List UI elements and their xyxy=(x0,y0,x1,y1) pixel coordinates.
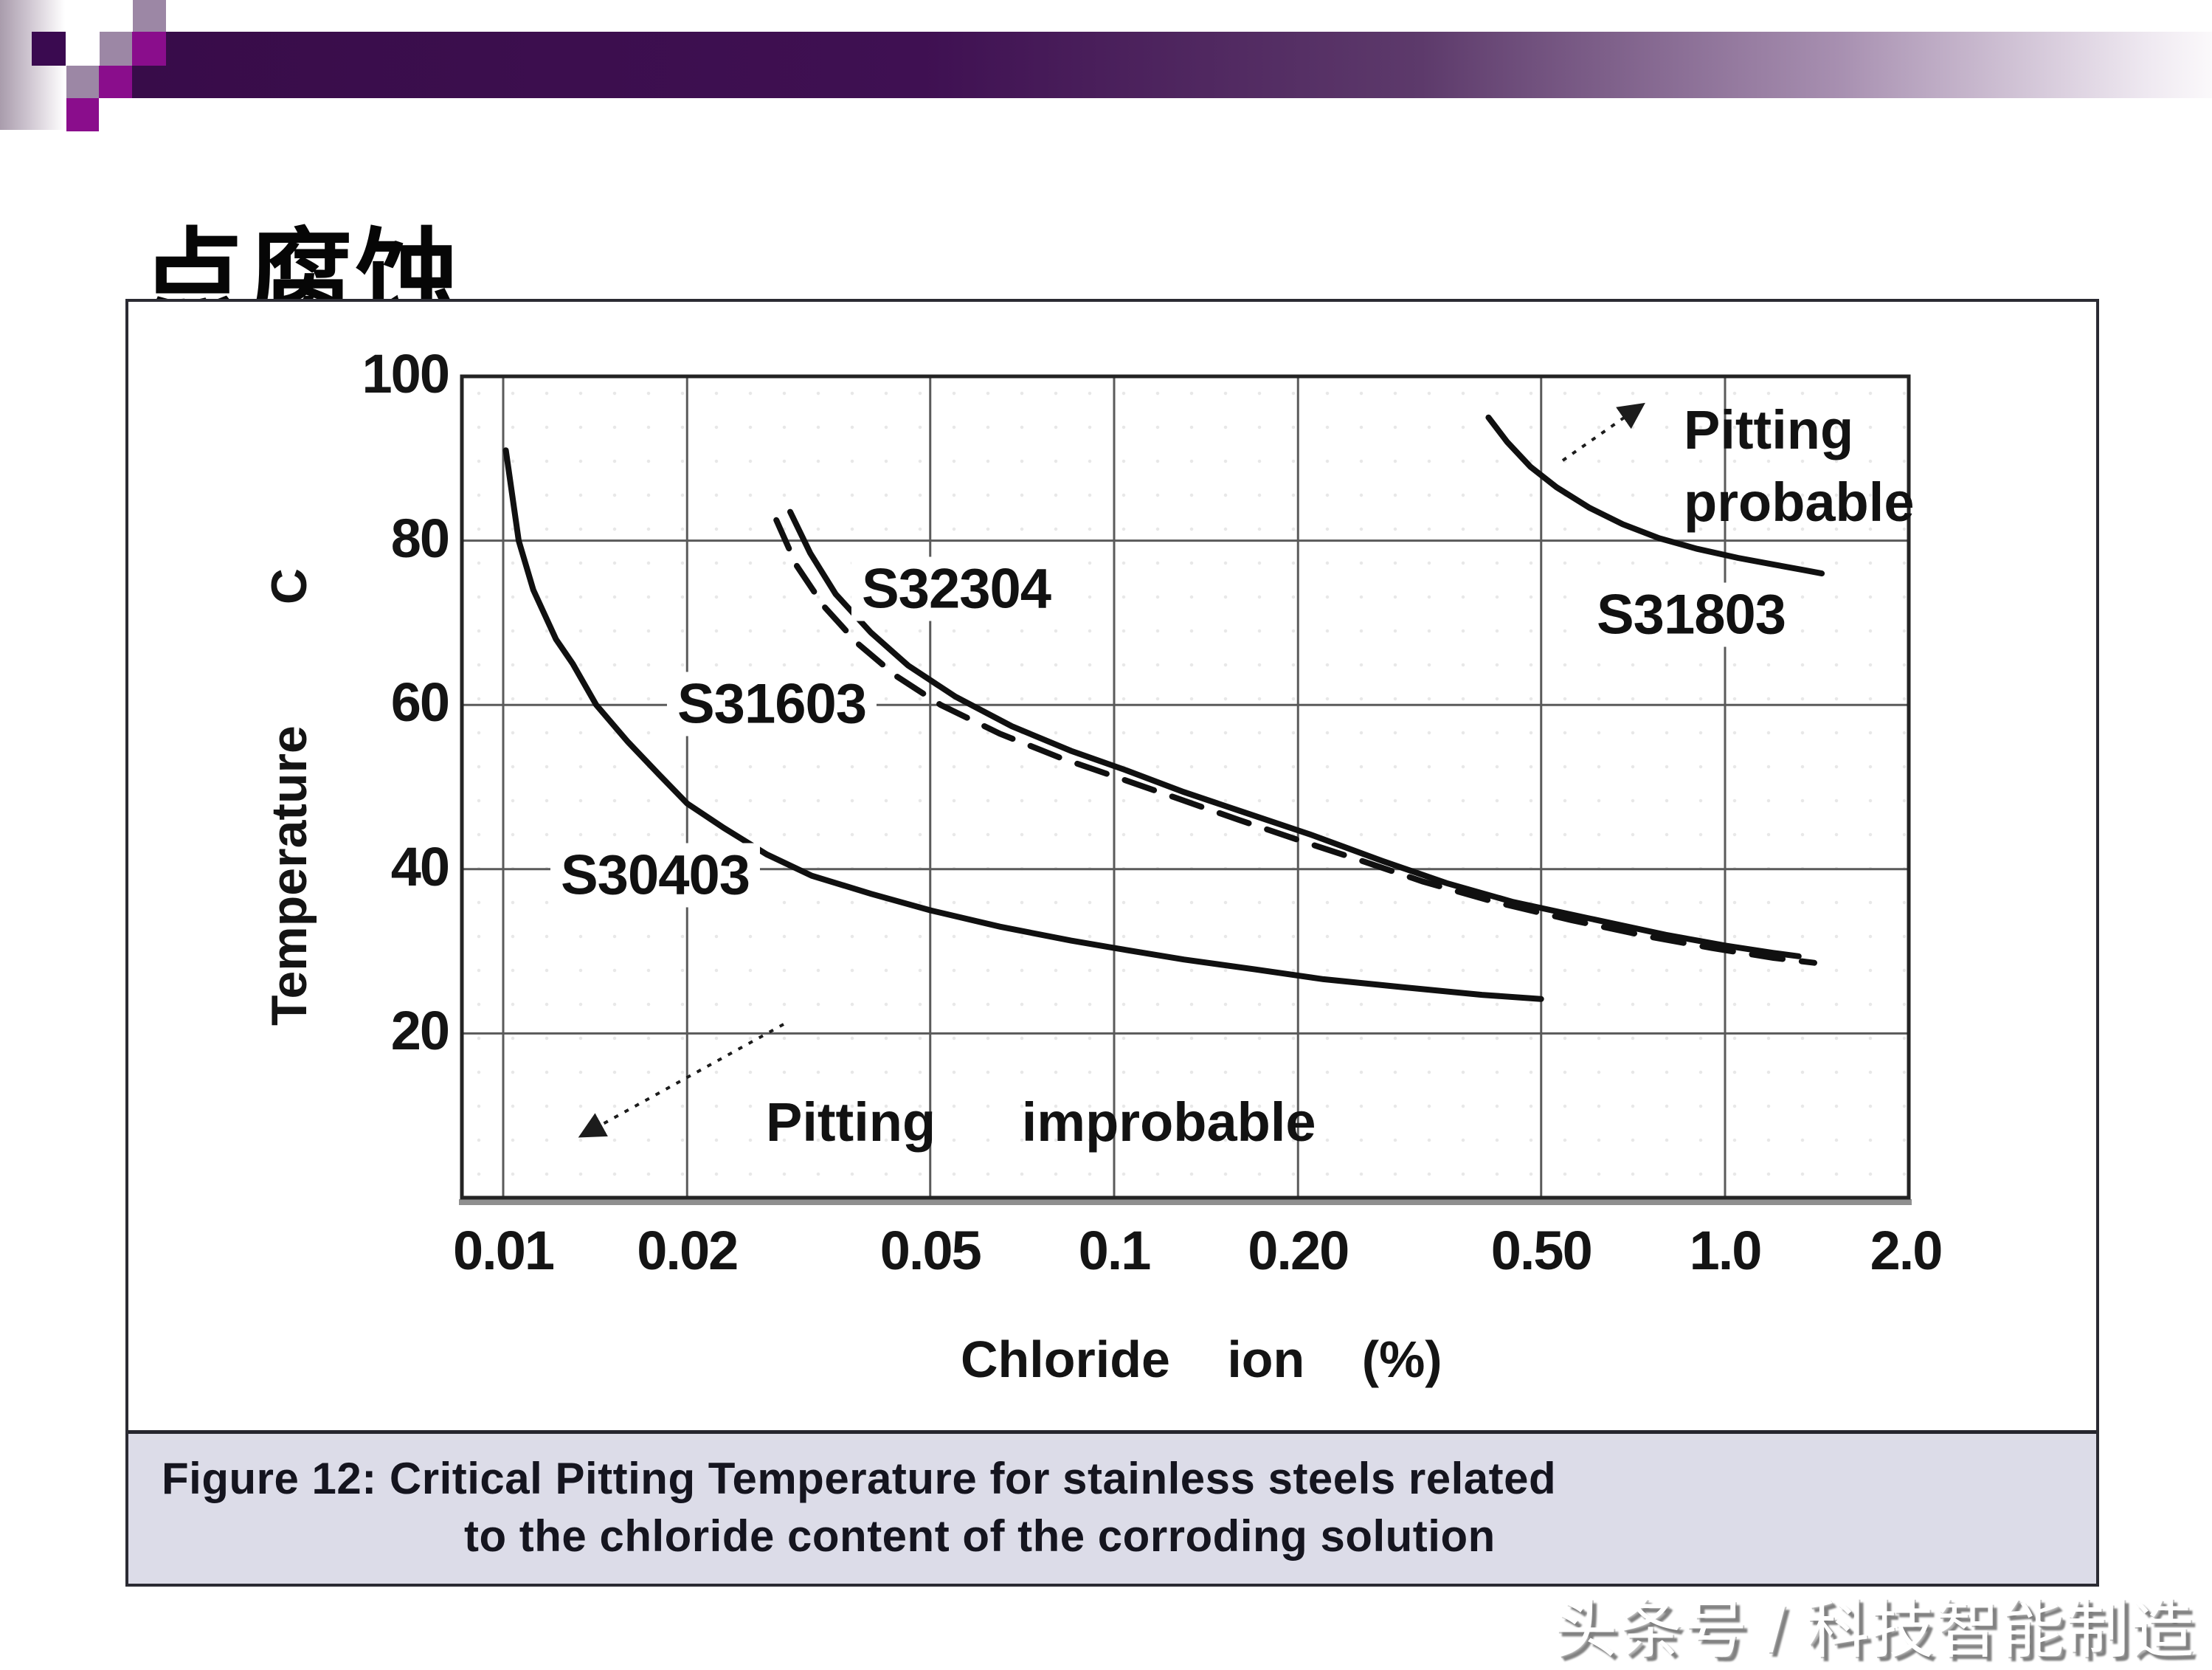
watermark: 头条号 / 科技智能制造 xyxy=(1554,1595,2196,1666)
curve-S31803 xyxy=(1485,414,1825,577)
pitting-probable-label: Pitting probable xyxy=(1684,394,1914,539)
series-label-S30403: S30403 xyxy=(550,843,761,908)
deco-square-magenta-1 xyxy=(132,32,166,66)
y-axis-title-unit: C xyxy=(261,568,317,605)
curve-S30403 xyxy=(502,447,1544,1002)
pitting-improbable-label: Pitting improbable xyxy=(766,1091,1316,1153)
grid-lines xyxy=(462,376,1909,1198)
plot-frame xyxy=(460,374,1911,1200)
series-label-S31803: S31803 xyxy=(1586,582,1797,647)
plot-border xyxy=(459,374,1912,1205)
figure-caption-line1: Figure 12: Critical Pitting Temperature … xyxy=(162,1454,1557,1503)
arrow-pitting-probable xyxy=(1561,402,1645,462)
ytick-100: 100 xyxy=(362,343,450,404)
plot-scan-texture xyxy=(462,376,1909,1198)
figure-caption-strip: Figure 12: Critical Pitting Temperature … xyxy=(128,1430,2096,1584)
y-axis-title-word: Temperature xyxy=(261,725,317,1026)
ytick-20: 20 xyxy=(390,1000,450,1062)
y-axis-title: Temperature C xyxy=(260,568,319,1026)
annotation-arrows xyxy=(578,402,1645,1138)
arrow-pitting-improbable xyxy=(578,1023,784,1138)
data-curves xyxy=(502,414,1825,1002)
curve-S32304 xyxy=(787,508,1802,959)
x-axis-title: Chloride ion (%) xyxy=(961,1331,1442,1388)
deco-square-magenta-3 xyxy=(66,98,99,131)
xtick-0.05: 0.05 xyxy=(879,1220,982,1281)
ytick-60: 60 xyxy=(390,672,450,734)
deco-square-dark xyxy=(32,32,66,66)
series-label-S31603: S31603 xyxy=(666,672,877,736)
xtick-0.1: 0.1 xyxy=(1078,1220,1152,1281)
deco-square-magenta-2 xyxy=(99,66,132,98)
pitting-probable-line2: probable xyxy=(1684,472,1915,533)
deco-square-mauve-1 xyxy=(133,0,166,32)
figure-frame: Figure 12: Critical Pitting Temperature … xyxy=(125,299,2099,1587)
xtick-0.02: 0.02 xyxy=(637,1220,739,1281)
xtick-0.01: 0.01 xyxy=(452,1220,555,1281)
xtick-0.50: 0.50 xyxy=(1490,1220,1593,1281)
deco-square-mauve-2 xyxy=(100,32,132,66)
figure-caption-line2: to the chloride content of the corroding… xyxy=(464,1511,1496,1561)
header-bar xyxy=(132,32,2212,98)
pitting-probable-line1: Pitting xyxy=(1684,399,1854,460)
xtick-0.20: 0.20 xyxy=(1248,1220,1349,1281)
curve-S31603 xyxy=(773,517,1817,966)
ytick-80: 80 xyxy=(390,507,450,569)
ytick-40: 40 xyxy=(390,835,450,897)
xtick-2.0: 2.0 xyxy=(1870,1220,1943,1281)
series-label-S32304: S32304 xyxy=(851,556,1062,621)
xtick-1.0: 1.0 xyxy=(1689,1220,1763,1281)
deco-square-mauve-3 xyxy=(66,66,99,98)
